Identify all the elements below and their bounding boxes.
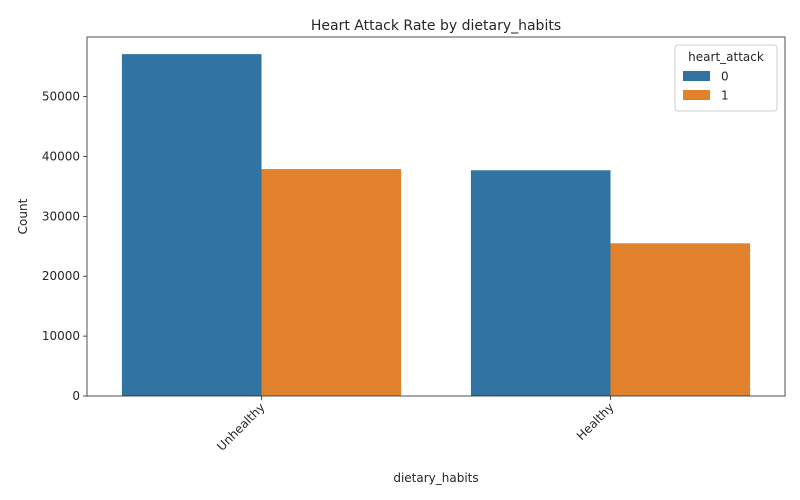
y-tick-label: 30000 bbox=[42, 209, 80, 223]
y-tick-label: 10000 bbox=[42, 329, 80, 343]
chart-title: Heart Attack Rate by dietary_habits bbox=[311, 18, 561, 34]
y-tick-label: 0 bbox=[72, 389, 80, 403]
y-tick-label: 50000 bbox=[42, 90, 80, 104]
y-tick-label: 40000 bbox=[42, 149, 80, 163]
legend: heart_attack 01 bbox=[674, 44, 778, 112]
legend-label: 0 bbox=[721, 70, 729, 84]
legend-swatch bbox=[683, 71, 710, 81]
x-tick-label: Unhealthy bbox=[214, 400, 267, 453]
x-tick-label: Healthy bbox=[574, 400, 617, 443]
bar-unhealthy-1 bbox=[261, 169, 402, 396]
legend-label: 1 bbox=[721, 89, 729, 103]
bar-healthy-0 bbox=[470, 170, 611, 396]
bar-unhealthy-0 bbox=[121, 54, 262, 396]
legend-title: heart_attack bbox=[688, 50, 764, 64]
legend-items: 01 bbox=[683, 70, 729, 103]
x-axis-label: dietary_habits bbox=[393, 471, 478, 485]
bars-layer bbox=[121, 54, 751, 396]
y-tick-label: 20000 bbox=[42, 269, 80, 283]
y-axis-label: Count bbox=[16, 198, 30, 234]
legend-swatch bbox=[683, 90, 710, 100]
bar-healthy-1 bbox=[610, 243, 751, 396]
